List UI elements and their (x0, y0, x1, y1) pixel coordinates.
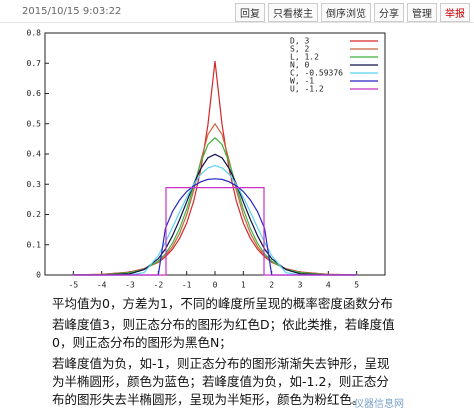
x-tick-label: -1 (182, 281, 192, 290)
legend-label: D, 3 (290, 37, 309, 46)
series-line (73, 136, 357, 276)
chart: 0 0.1 0.2 0.3 0.4 0.5 0.6 0.7 0.8 -5 -4 -3 -2 -1 0 1 2 3 4… (27, 29, 386, 290)
button[interactable]: 管理 (407, 3, 437, 22)
x-tick-label: 5 (354, 281, 359, 290)
x-tick-label: -5 (69, 281, 79, 290)
button[interactable]: 举报 (440, 3, 470, 22)
post-text: 平均值为0，方差为1，不同的峰度所呈现的概率密度函数分布若峰度值3，则正态分布的… (52, 295, 397, 412)
x-tick-label: 1 (241, 281, 246, 290)
series-line (73, 122, 357, 276)
y-tick-label: 0.8 (27, 29, 42, 38)
legend-label: N, 0 (290, 61, 309, 70)
series-line (73, 164, 357, 276)
post-toolbar: 2015/10/15 9:03:22 回复 只看楼主 倒序浏览 分享 管理 举报 (0, 0, 474, 23)
y-tick-label: 0.5 (27, 119, 42, 128)
paragraph: 若峰度值3，则正态分布的图形为红色D；依此类推，若峰度值0，则正态分布的图形为黑… (52, 317, 395, 350)
series-line (73, 187, 357, 276)
legend-label: W, -1 (290, 77, 314, 86)
paragraph: 平均值为0，方差为1，不同的峰度所呈现的概率密度函数分布 (52, 296, 393, 311)
timestamp: 2015/10/15 9:03:22 (22, 6, 122, 17)
x-tick-label: 3 (298, 281, 303, 290)
y-tick-label: 0.1 (27, 240, 42, 249)
x-tick-label: -3 (125, 281, 135, 290)
y-tick-label: 0 (36, 271, 41, 280)
series-line (73, 153, 357, 276)
buttons: 回复 只看楼主 倒序浏览 分享 管理 举报 (235, 3, 470, 22)
legend-label: S, 2 (290, 45, 309, 54)
y-tick-label: 0.3 (27, 180, 42, 189)
series-line (73, 178, 357, 276)
x-tick-label: -4 (97, 281, 107, 290)
legend-label: L, 1.2 (290, 53, 319, 62)
y-tick-label: 0.2 (27, 210, 42, 219)
button[interactable]: 倒序浏览 (321, 3, 371, 22)
x-tick-label: 0 (213, 281, 218, 290)
watermark: 仪器信息网 (354, 399, 404, 410)
paragraph: 若峰度值为负，如-1，则正态分布的图形渐渐失去钟形，呈现为半椭圆形，颜色为蓝色；… (52, 356, 390, 407)
y-tick-label: 0.6 (27, 89, 42, 98)
x-tick-label: 2 (269, 281, 274, 290)
y-tick-label: 0.7 (27, 59, 42, 68)
x-tick-label: -2 (154, 281, 164, 290)
y-tick-label: 0.4 (27, 150, 42, 159)
button[interactable]: 回复 (235, 3, 265, 22)
button[interactable]: 只看楼主 (268, 3, 318, 22)
legend-label: U, -1.2 (290, 85, 324, 94)
x-tick-label: 4 (326, 281, 331, 290)
button[interactable]: 分享 (374, 3, 404, 22)
legend-label: C, -0.59376 (290, 69, 343, 78)
